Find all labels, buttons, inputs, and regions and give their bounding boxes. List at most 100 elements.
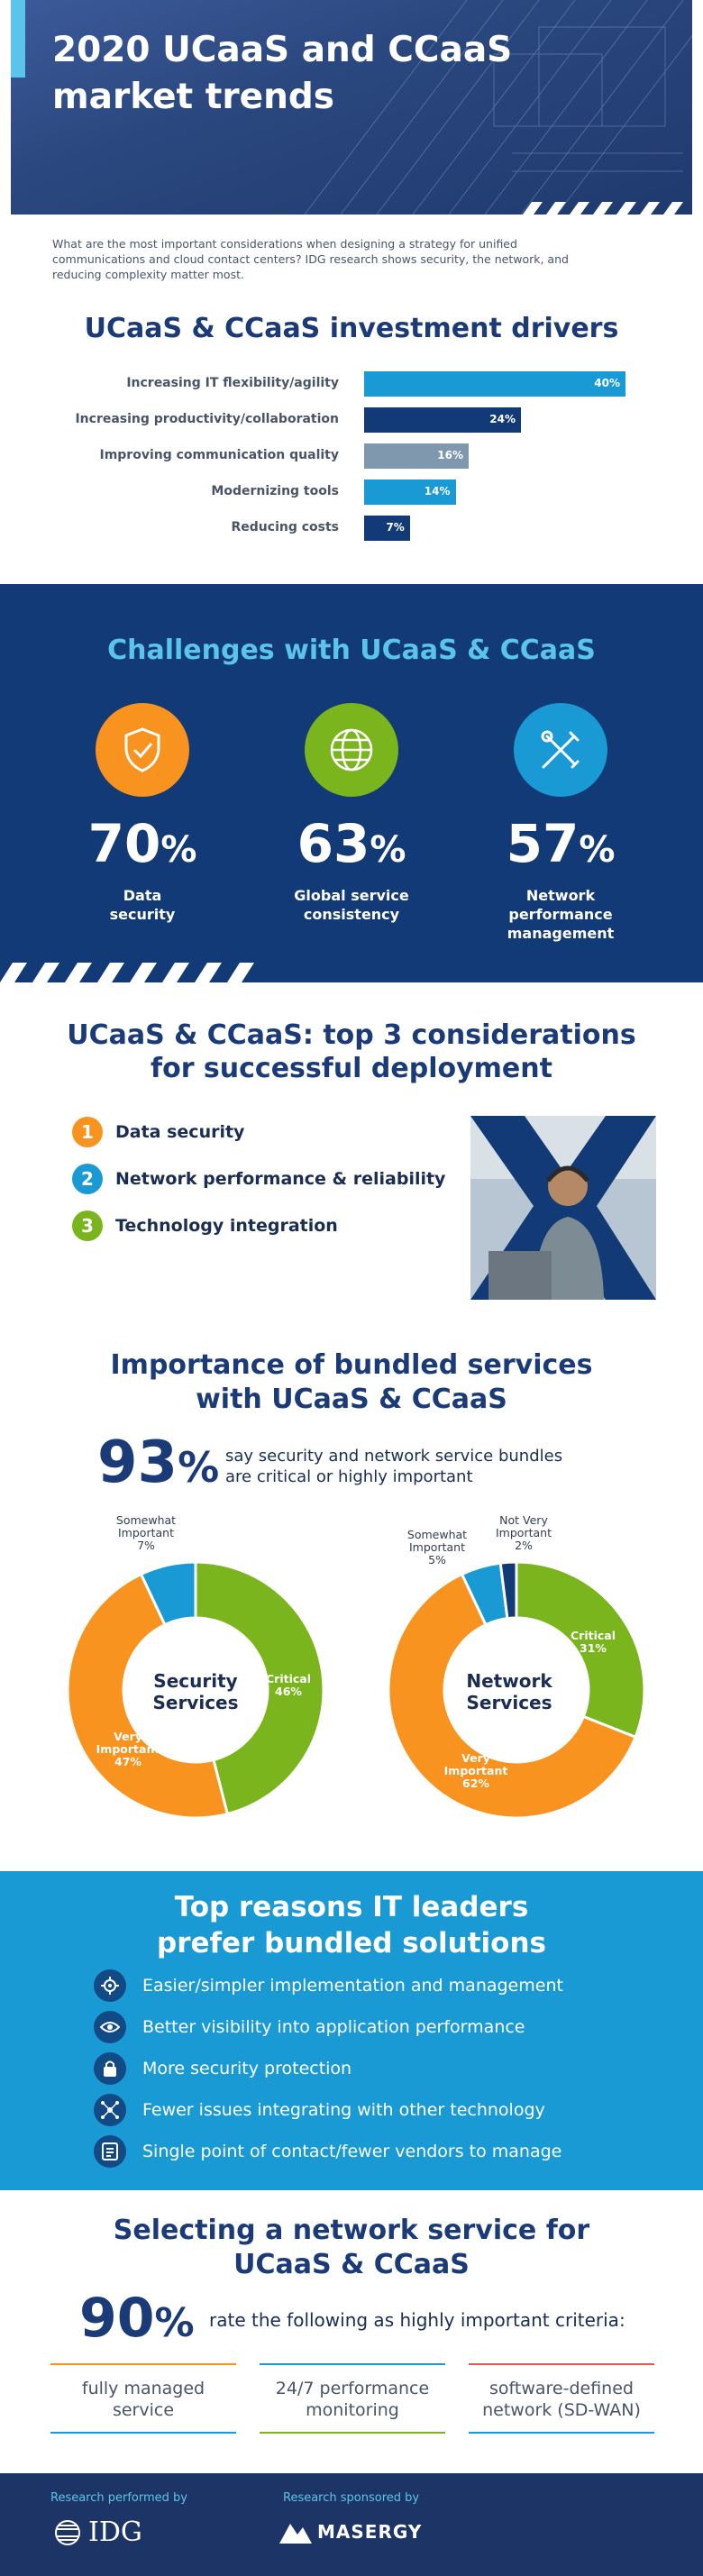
bar: 40% <box>364 371 625 397</box>
donut-label-somewhat: Somewhat Important 5% <box>397 1529 478 1567</box>
masergy-logo-text: MASERGY <box>317 2521 423 2543</box>
consideration-text: Technology integration <box>115 1216 338 1236</box>
bundled-stat-text-line: are critical or highly important <box>225 1467 473 1486</box>
performed-by-label: Research performed by <box>50 2491 187 2505</box>
challenge-number: 57 <box>506 813 580 874</box>
donut-label-line: Important <box>443 1764 508 1777</box>
consideration-item: 1 Data security <box>72 1116 244 1148</box>
bar-category-label: Improving communication quality <box>99 448 339 462</box>
donut-label-pct: 5% <box>428 1553 446 1567</box>
hero-stripes <box>523 202 683 215</box>
donut-center-label: Network Services <box>442 1670 577 1713</box>
consideration-number-badge: 3 <box>72 1210 103 1241</box>
bar-value-label: 7% <box>386 521 405 534</box>
list-icon <box>94 2135 126 2168</box>
bar-category-label: Modernizing tools <box>211 484 339 498</box>
considerations-title: UCaaS & CCaaS: top 3 considerations for … <box>0 1019 703 1085</box>
challenge-label-line: Network <box>525 887 596 904</box>
challenge-pct: 57% <box>470 817 651 877</box>
reason-text: Single point of contact/fewer vendors to… <box>142 2142 562 2161</box>
donut-label-line: Critical <box>570 1629 616 1642</box>
hero-background <box>11 0 692 215</box>
consideration-number-badge: 2 <box>72 1164 103 1194</box>
challenge-label-line: security <box>109 906 176 923</box>
criteria-text: software-defined network (SD-WAN) <box>469 2378 654 2421</box>
challenge-data-security: 70% Data security <box>52 703 233 924</box>
challenge-label: Data security <box>52 886 233 924</box>
lock-icon <box>94 2052 126 2085</box>
consideration-text: Data security <box>115 1122 245 1142</box>
criteria-bottom-rule <box>260 2432 445 2434</box>
criteria-item: fully managed service <box>50 2363 236 2435</box>
challenge-label-line: management <box>507 925 615 942</box>
selecting-title-line1: Selecting a network service for <box>113 2215 590 2246</box>
bar-category-label: Reducing costs <box>231 520 340 534</box>
donut-label-not-very: Not Very Important 2% <box>483 1514 564 1552</box>
page-title-line2: market trends <box>52 77 334 117</box>
tools-icon <box>514 703 607 797</box>
donut-slice <box>498 1560 518 1621</box>
reason-text: More security protection <box>142 2059 352 2078</box>
donut-slice <box>194 1560 325 1816</box>
criteria-item: software-defined network (SD-WAN) <box>469 2363 654 2435</box>
donut-center-line: Security <box>153 1670 238 1692</box>
consideration-number-badge: 1 <box>72 1117 103 1147</box>
challenge-pct: 63% <box>261 817 442 877</box>
criteria-text-line: monitoring <box>306 2400 399 2420</box>
reasons-title-line1: Top reasons IT leaders <box>174 1891 529 1923</box>
bundled-stat-text-line: say security and network service bundles <box>225 1447 563 1466</box>
hero-accent-bar <box>11 0 25 78</box>
idg-logo-text: IDG <box>88 2517 142 2548</box>
idg-globe-icon <box>55 2519 80 2545</box>
reason-item: Easier/simpler implementation and manage… <box>94 1969 563 2003</box>
challenge-label: Network performance management <box>470 886 651 943</box>
donut-label-pct: 62% <box>462 1777 489 1790</box>
donut-label-line: Important <box>409 1540 465 1554</box>
reasons-title-line2: prefer bundled solutions <box>157 1927 546 1959</box>
security-donut-chart <box>66 1560 325 1820</box>
criteria-top-rule <box>469 2363 654 2365</box>
donut-label-line: Somewhat <box>115 1513 177 1527</box>
donut-label-critical: Critical 46% <box>252 1673 324 1698</box>
criteria-text-line: fully managed <box>81 2379 205 2398</box>
selecting-title: Selecting a network service for UCaaS & … <box>0 2214 703 2282</box>
bar-category-label: Increasing IT flexibility/agility <box>126 376 339 390</box>
selecting-stat-number: 90 <box>79 2287 155 2350</box>
challenge-unit: % <box>579 829 616 871</box>
criteria-text-line: network (SD-WAN) <box>482 2400 641 2420</box>
challenge-global-consistency: 63% Global service consistency <box>261 703 442 924</box>
donut-label-critical: Critical 31% <box>557 1630 629 1655</box>
reason-item: Single point of contact/fewer vendors to… <box>94 2134 561 2169</box>
intro-line1: What are the most important consideratio… <box>52 237 517 251</box>
gear-icon <box>94 1969 126 2002</box>
bundled-title: Importance of bundled services with UCaa… <box>0 1348 703 1417</box>
reason-item: Fewer issues integrating with other tech… <box>94 2093 545 2127</box>
challenges-title: Challenges with UCaaS & CCaaS <box>107 635 596 666</box>
bundled-stat-unit: % <box>178 1443 220 1492</box>
footer: Research performed by IDG Research spons… <box>0 2473 703 2576</box>
donut-label-line: Somewhat <box>406 1528 468 1541</box>
bar-value-label: 24% <box>489 413 516 425</box>
bar-value-label: 14% <box>424 485 451 498</box>
donut-center-line: Network <box>466 1670 552 1692</box>
challenge-unit: % <box>160 829 197 871</box>
reason-text: Better visibility into application perfo… <box>142 2017 525 2037</box>
page-title-line1: 2020 UCaaS and CCaaS <box>52 30 513 70</box>
donut-center-line: Services <box>152 1692 239 1713</box>
criteria-bottom-rule <box>469 2432 654 2434</box>
sponsored-by-label: Research sponsored by <box>283 2491 420 2505</box>
consideration-item: 2 Network performance & reliability <box>72 1163 445 1195</box>
reason-text: Easier/simpler implementation and manage… <box>142 1976 563 1996</box>
criteria-text-line: service <box>112 2400 175 2420</box>
criteria-text-line: 24/7 performance <box>275 2379 430 2398</box>
network-services-donut: Network Services Somewhat Important 5% N… <box>377 1514 674 1839</box>
network-donut-chart <box>387 1560 646 1820</box>
donut-slice <box>66 1572 230 1820</box>
considerations-title-line2: for successful deployment <box>151 1053 552 1084</box>
person-with-headset-photo <box>470 1116 656 1300</box>
donut-label-line: Important <box>118 1526 174 1539</box>
challenge-label: Global service consistency <box>261 886 442 924</box>
challenge-unit: % <box>370 829 406 871</box>
donut-label-very-important: Very Important 62% <box>440 1752 512 1790</box>
globe-icon <box>305 703 398 797</box>
